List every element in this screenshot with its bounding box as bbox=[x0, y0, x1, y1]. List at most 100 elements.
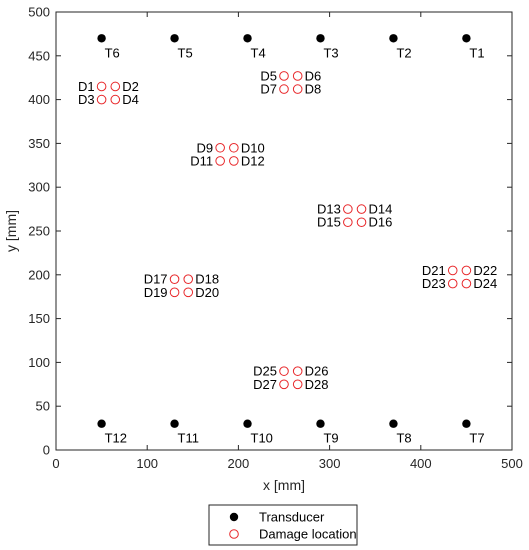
transducer-point bbox=[316, 419, 325, 428]
transducer-point bbox=[316, 34, 325, 43]
y-tick-label: 150 bbox=[28, 311, 50, 326]
plot-area bbox=[55, 11, 513, 451]
damage-label: D9 bbox=[197, 140, 214, 155]
damage-label: D12 bbox=[241, 153, 265, 168]
transducer-label: T4 bbox=[251, 45, 266, 60]
transducer-point bbox=[97, 34, 106, 43]
y-tick-label: 500 bbox=[28, 5, 50, 20]
transducer-label: T6 bbox=[105, 45, 120, 60]
damage-label: D14 bbox=[369, 202, 393, 217]
y-axis-label: y [mm] bbox=[3, 210, 19, 252]
damage-point bbox=[343, 217, 353, 228]
transducer-label: T9 bbox=[323, 431, 338, 446]
damage-point bbox=[461, 265, 472, 276]
damage-point bbox=[292, 71, 303, 81]
x-tick-label: 0 bbox=[52, 456, 59, 471]
transducer-label: T5 bbox=[178, 45, 193, 60]
damage-point bbox=[447, 278, 458, 289]
damage-point bbox=[96, 94, 107, 105]
damage-label: D13 bbox=[317, 202, 341, 217]
damage-label: D3 bbox=[78, 92, 95, 107]
damage-point bbox=[343, 204, 353, 214]
transducer-point bbox=[170, 419, 179, 428]
transducer-label: T3 bbox=[323, 45, 338, 60]
transducer-point bbox=[243, 419, 252, 428]
damage-point bbox=[292, 84, 303, 94]
legend: Transducer Damage location bbox=[208, 504, 358, 546]
y-tick-label: 50 bbox=[36, 399, 50, 414]
x-tick-label: 400 bbox=[410, 456, 432, 471]
damage-point bbox=[461, 278, 472, 289]
damage-point bbox=[279, 84, 289, 94]
damage-point bbox=[110, 81, 121, 92]
y-tick-label: 350 bbox=[28, 136, 50, 151]
x-axis-label: x [mm] bbox=[263, 477, 305, 493]
y-tick-label: 400 bbox=[28, 92, 50, 107]
transducer-point bbox=[389, 34, 398, 43]
damage-label: D25 bbox=[253, 364, 277, 379]
damage-label: D6 bbox=[305, 68, 322, 83]
damage-label: D26 bbox=[305, 364, 329, 379]
damage-label: D19 bbox=[144, 285, 168, 300]
transducer-label: T1 bbox=[469, 45, 484, 60]
transducer-label: T8 bbox=[396, 431, 411, 446]
damage-label: D8 bbox=[305, 82, 322, 97]
damage-label: D17 bbox=[144, 272, 168, 287]
damage-point bbox=[215, 156, 225, 166]
transducer-point bbox=[243, 34, 252, 43]
damage-point bbox=[169, 287, 180, 298]
legend-damage-label: Damage location bbox=[259, 527, 357, 542]
damage-point bbox=[356, 204, 367, 214]
damage-label: D20 bbox=[195, 285, 219, 300]
damage-point bbox=[279, 71, 289, 81]
transducer-label: T2 bbox=[396, 45, 411, 60]
damage-point bbox=[229, 156, 239, 166]
damage-label: D28 bbox=[305, 377, 329, 392]
damage-label: D7 bbox=[260, 82, 277, 97]
damage-label: D2 bbox=[122, 79, 139, 94]
transducer-point bbox=[97, 419, 106, 428]
damage-point bbox=[183, 274, 194, 284]
damage-point bbox=[292, 379, 303, 390]
damage-label: D11 bbox=[190, 153, 213, 168]
y-tick-label: 250 bbox=[28, 224, 50, 239]
damage-label: D16 bbox=[369, 215, 393, 230]
damage-label: D18 bbox=[195, 272, 219, 287]
damage-point bbox=[447, 265, 458, 276]
damage-label: D23 bbox=[422, 276, 446, 291]
transducer-label: T12 bbox=[105, 431, 127, 446]
legend-transducer-label: Transducer bbox=[259, 510, 325, 525]
damage-point bbox=[169, 274, 180, 284]
transducer-point bbox=[462, 419, 471, 428]
damage-point bbox=[229, 142, 239, 153]
y-tick-label: 200 bbox=[28, 267, 50, 282]
legend-transducer-marker bbox=[229, 512, 239, 522]
transducer-label: T10 bbox=[251, 431, 273, 446]
damage-point bbox=[292, 366, 303, 376]
damage-label: D1 bbox=[78, 79, 95, 94]
axis-ticks: 0 100 200 300 400 500 0 50 100 150 200 250 300 350 400… bbox=[28, 5, 523, 472]
damage-point bbox=[96, 81, 107, 92]
x-tick-label: 500 bbox=[501, 456, 523, 471]
legend-damage-marker bbox=[229, 529, 239, 539]
transducer-label: T11 bbox=[178, 431, 199, 446]
transducer-point bbox=[462, 34, 471, 43]
damage-point bbox=[110, 94, 121, 105]
y-tick-label: 0 bbox=[43, 443, 50, 458]
x-tick-label: 300 bbox=[319, 456, 341, 471]
damage-label: D22 bbox=[473, 263, 497, 278]
damage-label: D21 bbox=[422, 263, 446, 278]
transducer-label: T7 bbox=[469, 431, 484, 446]
damage-point bbox=[215, 142, 225, 153]
damage-point bbox=[183, 287, 194, 298]
damage-label: D10 bbox=[241, 140, 265, 155]
y-tick-label: 300 bbox=[28, 180, 50, 195]
y-tick-label: 450 bbox=[28, 48, 50, 63]
x-tick-label: 100 bbox=[136, 456, 158, 471]
y-tick-label: 100 bbox=[28, 355, 50, 370]
damage-label: D15 bbox=[317, 215, 341, 230]
damage-label: D27 bbox=[253, 377, 277, 392]
damage-label: D4 bbox=[122, 92, 139, 107]
